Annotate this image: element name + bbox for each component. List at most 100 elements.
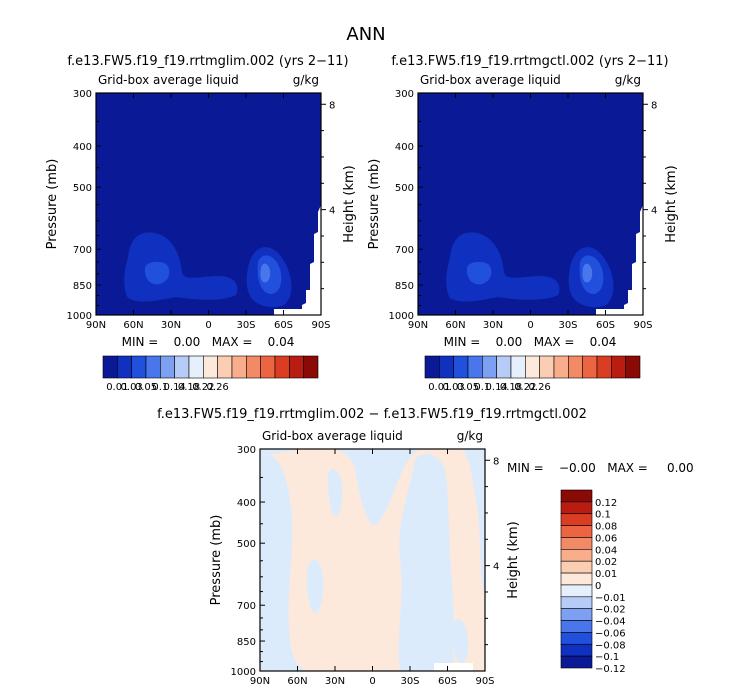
colorbar-label: −0.01 [595,593,626,604]
colorbar-box [582,355,598,379]
y-tick-label: 300 [395,89,414,100]
panel-diff: f.e13.FW5.f19_f19.rrtmglim.002 − f.e13.F… [157,407,694,687]
y-axis-title: Pressure (mb) [45,159,60,250]
x-tick-label: 90N [86,320,106,331]
colorbar-label: 0.01 [595,569,617,580]
contour-fill-3 [260,263,271,283]
colorbar-box [568,355,583,379]
colorbar-label: 0.01 [428,382,450,393]
missing-region [274,205,321,315]
panel-right: f.e13.FW5.f19_f19.rrtmgctl.002 (yrs 2−11… [367,54,679,393]
colorbar-box [482,355,497,379]
negative-patch [327,469,343,516]
colorbar-box [560,537,593,550]
colorbar-label: −0.12 [595,664,626,675]
colorbar-box [560,525,593,538]
colorbar-label: 0.22 [514,382,536,393]
panel-diff-stats: MIN = −0.00 MAX = 0.00 [507,461,694,475]
missing-region [596,205,643,315]
y-axis-title: Pressure (mb) [209,515,224,606]
x-tick-label: 60S [274,320,293,331]
y-tick-label: 1000 [389,311,414,322]
x-tick-label: 60N [287,676,307,687]
colorbar-label: 0.03 [443,382,465,393]
colorbar-label: −0.02 [595,605,626,616]
panel-diff-axes: 90N 60N 30N 0 30S 60S 90S 300 400 500 700 850 1000 8 4… [209,445,521,687]
x-tick-label: 60S [596,320,615,331]
colorbar-label: 0 [595,581,601,592]
panel-right-stats: MIN = 0.00 MAX = 0.04 [444,335,617,349]
colorbar-label: 0.26 [529,382,551,393]
panel-right-title: f.e13.FW5.f19_f19.rrtmgctl.002 (yrs 2−11… [391,54,668,69]
colorbar-box [625,355,641,379]
colorbar-box [274,355,290,379]
colorbar-label: −0.04 [595,617,626,628]
panel-diff-title: f.e13.FW5.f19_f19.rrtmglim.002 − f.e13.F… [157,407,587,422]
x-tick-label: 60N [123,320,143,331]
panel-right-colorbar: 0.010.030.050.10.140.180.220.26 [424,355,641,393]
colorbar-box [596,355,612,379]
colorbar-label: 0.06 [595,533,617,544]
y2-tick-label: 8 [493,456,499,467]
colorbar-label: 0.02 [595,557,617,568]
y2-axis-title: Height (km) [342,165,357,242]
panel-diff-field [260,449,485,671]
x-tick-label: 0 [527,320,533,331]
x-tick-label: 30S [236,320,255,331]
y-tick-label: 1000 [67,311,92,322]
x-tick-label: 60N [445,320,465,331]
colorbar-box [560,513,593,526]
y2-axis-title: Height (km) [664,165,679,242]
y-tick-label: 850 [73,281,92,292]
x-tick-label: 90N [408,320,428,331]
panel-left-colorbar: 0.010.030.050.10.140.180.220.26 [102,355,319,393]
colorbar-box [203,355,218,379]
colorbar-box [525,355,540,379]
colorbar-box [560,632,593,645]
panel-left-title: f.e13.FW5.f19_f19.rrtmglim.002 (yrs 2−11… [67,54,348,69]
x-tick-label: 90S [633,320,652,331]
y-axis-title: Pressure (mb) [367,159,382,250]
panel-diff-subtitle: Grid-box average liquid [262,429,403,443]
y-tick-label: 400 [237,498,256,509]
panel-left-units: g/kg [293,73,319,87]
panel-diff-units: g/kg [457,429,483,443]
y-tick-label: 300 [73,89,92,100]
colorbar-label: 0.1 [595,510,611,521]
colorbar-box [539,355,555,379]
colorbar-label: 0.18 [500,382,522,393]
y-tick-label: 300 [237,445,256,456]
panel-right-field [418,93,643,315]
panel-diff-colorbar: 0.120.10.080.060.040.020.010−0.01−0.02−0… [560,489,626,675]
contour-fill-2 [466,261,492,285]
y-tick-label: 850 [237,637,256,648]
colorbar-box [102,355,118,379]
x-tick-label: 30S [558,320,577,331]
panel-right-subtitle: Grid-box average liquid [420,73,561,87]
contour-fill-1 [124,232,238,302]
colorbar-box [560,596,593,609]
y2-tick-label: 4 [329,206,335,217]
colorbar-label: −0.08 [595,640,626,651]
x-tick-label: 30N [161,320,181,331]
colorbar-box [260,355,276,379]
colorbar-box [467,355,483,379]
contour-fill-3 [582,263,593,283]
colorbar-box [217,355,233,379]
colorbar-label: 0.18 [178,382,200,393]
y-tick-label: 500 [237,539,256,550]
y2-tick-label: 8 [329,100,335,111]
colorbar-box [560,608,593,621]
colorbar-box [174,355,190,379]
colorbar-label: 0.26 [207,382,229,393]
y2-tick-label: 4 [651,206,657,217]
colorbar-box [560,643,593,657]
panel-right-axes: 90N 60N 30N 0 30S 60S 90S 300 400 500 700 850 1000 8 4… [367,89,679,331]
colorbar-box [510,355,526,379]
colorbar-box [424,355,440,379]
colorbar-label: 0.22 [192,382,214,393]
x-tick-label: 90S [311,320,330,331]
colorbar-box [560,501,593,515]
